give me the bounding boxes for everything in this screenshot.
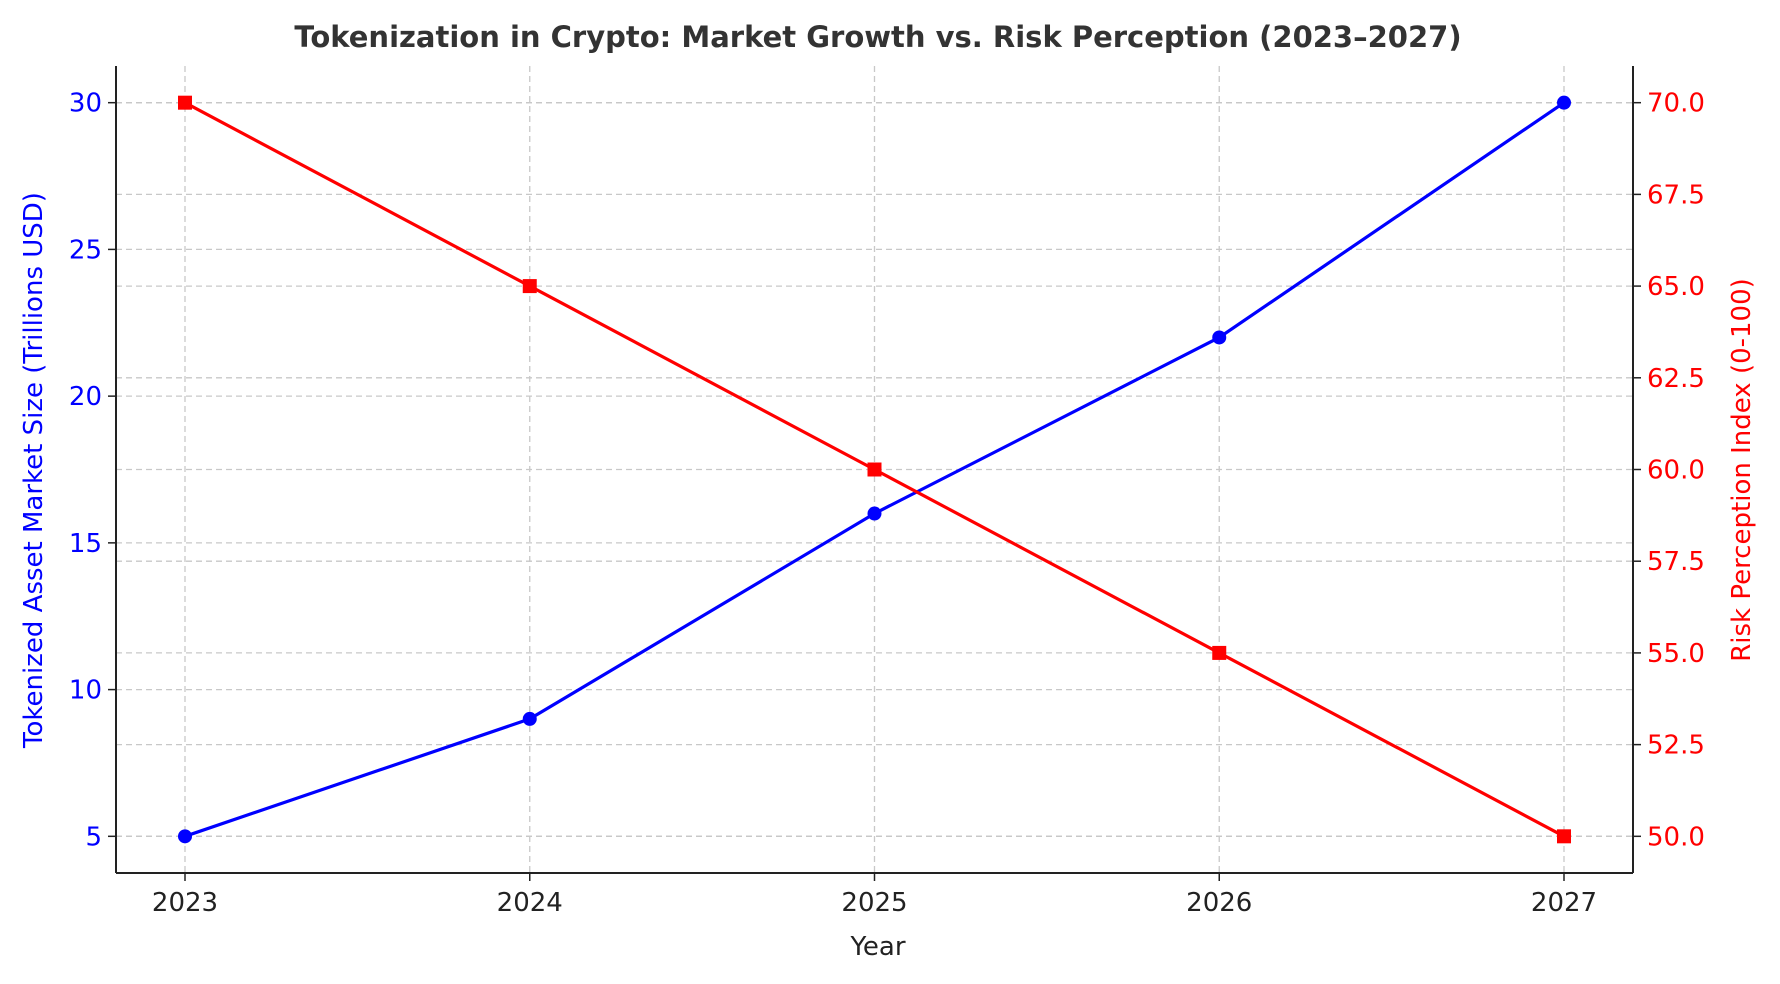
right-y-tick-label: 70.0	[1647, 89, 1705, 119]
right-y-tick-label: 50.0	[1647, 822, 1705, 852]
x-tick-label: 2024	[497, 888, 563, 918]
data-point-right	[522, 279, 537, 294]
left-y-tick-label: 5	[85, 822, 102, 852]
series-layer	[178, 95, 1571, 844]
data-point-left	[178, 829, 192, 844]
right-y-tick-label: 67.5	[1647, 180, 1705, 210]
left-y-tick-label: 10	[69, 676, 102, 706]
left-y-axis-label: Tokenized Asset Market Size (Trillions U…	[19, 192, 49, 749]
grid	[116, 66, 1633, 873]
right-y-tick-label: 55.0	[1647, 639, 1705, 669]
chart-title: Tokenization in Crypto: Market Growth vs…	[294, 20, 1461, 54]
data-point-right	[867, 462, 882, 477]
axes: 2023 2024 2025 2026 20275101520253050.052.55…	[69, 66, 1705, 918]
left-y-tick-label: 20	[69, 382, 102, 412]
x-tick-label: 2025	[841, 888, 907, 918]
right-y-tick-label: 60.0	[1647, 456, 1705, 486]
right-y-tick-label: 57.5	[1647, 547, 1705, 577]
data-point-left	[867, 506, 882, 521]
x-tick-label: 2023	[152, 888, 218, 918]
data-point-right	[1557, 829, 1571, 844]
right-y-tick-label: 52.5	[1647, 731, 1705, 761]
x-tick-label: 2026	[1186, 888, 1252, 918]
right-y-tick-label: 62.5	[1647, 364, 1705, 394]
right-y-tick-label: 65.0	[1647, 272, 1705, 302]
left-y-tick-label: 15	[69, 529, 102, 559]
right-y-axis-label: Risk Perception Index (0-100)	[1727, 278, 1757, 662]
x-tick-label: 2027	[1531, 888, 1597, 918]
left-y-tick-label: 30	[69, 89, 102, 119]
data-point-left	[1212, 330, 1227, 345]
data-point-left	[1557, 95, 1571, 110]
data-point-right	[178, 95, 192, 110]
data-point-left	[522, 711, 537, 726]
data-point-right	[1212, 645, 1227, 660]
left-y-tick-label: 25	[69, 235, 102, 265]
x-axis-label: Year	[849, 932, 905, 962]
